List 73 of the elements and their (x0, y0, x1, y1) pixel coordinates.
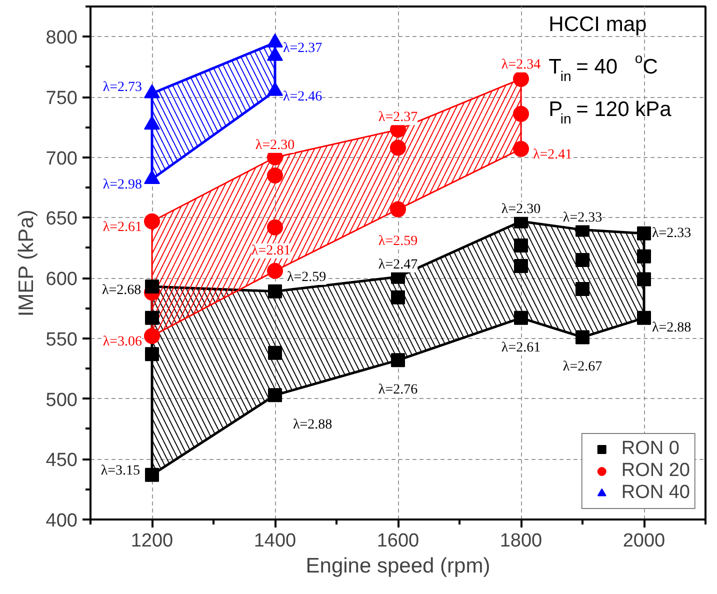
point (144, 213, 160, 230)
y-tick-label: 450 (46, 450, 78, 472)
point (145, 280, 159, 294)
point (514, 310, 528, 325)
annotation: λ=2.30 (255, 138, 295, 153)
point (145, 347, 159, 362)
annotation: λ=2.88 (293, 418, 332, 433)
point (145, 468, 159, 482)
point (390, 201, 406, 218)
point (391, 290, 405, 304)
annotation: λ=2.34 (501, 57, 541, 72)
x-tick-label: 2000 (622, 530, 666, 552)
point (268, 388, 282, 402)
point (267, 262, 283, 279)
point (637, 310, 651, 325)
x-tick-label: 1400 (254, 530, 296, 552)
point (576, 330, 590, 344)
annotation: λ=2.68 (102, 283, 142, 298)
point (513, 140, 529, 157)
annotation: λ=2.33 (652, 226, 692, 241)
annotation: λ=2.61 (102, 220, 142, 235)
x-tick-label: 1600 (376, 530, 420, 552)
annotation: λ=2.47 (378, 257, 418, 272)
y-tick-label: 550 (46, 329, 78, 350)
legend-label: RON 20 (621, 460, 690, 482)
y-tick-label: 750 (46, 88, 78, 110)
annotation: λ=2.61 (501, 340, 541, 356)
annotation: λ=3.06 (102, 334, 142, 350)
point (267, 168, 283, 184)
point (513, 106, 529, 122)
annotation: λ=2.73 (102, 80, 142, 95)
annotation: λ=2.41 (533, 147, 572, 162)
annotation: λ=2.81 (251, 243, 291, 258)
annotation: HCCI map (548, 12, 647, 36)
x-tick-label: 1200 (130, 530, 174, 552)
annotation: λ=2.46 (283, 89, 322, 104)
annotation: λ=2.37 (378, 110, 418, 126)
point (513, 70, 529, 87)
x-tick-label: 1800 (500, 530, 542, 552)
annotation: λ=2.59 (287, 270, 326, 285)
point (576, 252, 590, 267)
y-tick-label: 700 (46, 148, 78, 170)
y-tick-label: 800 (46, 28, 78, 49)
point (145, 310, 159, 325)
legend-label: RON 40 (621, 482, 690, 504)
annotation: λ=3.15 (100, 463, 140, 478)
x-axis-title: Engine speed (rpm) (306, 554, 490, 578)
point (637, 249, 651, 264)
y-tick-label: 500 (46, 390, 78, 411)
annotation: λ=2.67 (562, 360, 602, 375)
annotation: λ=2.30 (501, 202, 541, 217)
point (637, 226, 651, 240)
point (390, 140, 406, 156)
annotation: λ=2.98 (102, 178, 142, 193)
point (514, 238, 528, 252)
y-tick-label: 650 (46, 208, 78, 230)
annotation: λ=2.59 (378, 234, 418, 249)
annotation: λ=2.33 (562, 210, 602, 226)
point (576, 282, 590, 296)
point (267, 219, 283, 236)
legend-label: RON 0 (621, 438, 680, 460)
point (268, 284, 282, 298)
annotation: λ=2.88 (652, 320, 692, 336)
y-axis-title: IMEP (kPa) (14, 210, 38, 317)
y-tick-label: 400 (46, 510, 78, 532)
annotation: λ=2.76 (378, 382, 418, 398)
point (637, 272, 651, 286)
point (268, 346, 282, 360)
point (391, 353, 405, 368)
point (514, 259, 528, 274)
annotation: λ=2.37 (283, 41, 322, 56)
point (144, 328, 160, 344)
y-tick-label: 600 (46, 269, 78, 290)
